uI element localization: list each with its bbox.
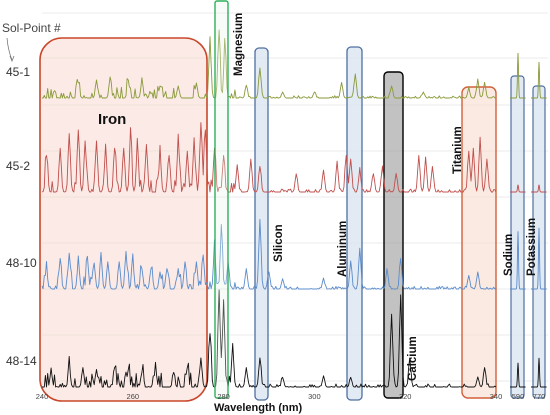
y-axis-label: Sol-Point # bbox=[2, 21, 61, 35]
x-axis-label: Wavelength (nm) bbox=[214, 402, 303, 414]
series-inset-line-45-2 bbox=[510, 184, 526, 193]
x-tick-label: 300 bbox=[308, 392, 321, 401]
titanium-region-box bbox=[461, 86, 497, 399]
sodium-label: Sodium bbox=[503, 234, 515, 276]
x-tick-label: 340 bbox=[490, 392, 503, 401]
x-tick-label: 280 bbox=[217, 392, 230, 401]
iron-label: Iron bbox=[98, 111, 126, 128]
y-axis-arrowhead bbox=[9, 55, 15, 63]
magnesium-label: Magnesium bbox=[233, 13, 245, 76]
highlight-boxes bbox=[39, 37, 546, 402]
series-line-48-10 bbox=[41, 218, 497, 290]
potassium-label: Potassium bbox=[526, 218, 538, 276]
series-line-48-14 bbox=[42, 289, 497, 388]
magnesium-region-box bbox=[214, 0, 229, 399]
titanium-label: Titanium bbox=[452, 126, 464, 174]
series-inset-line-45-1 bbox=[510, 52, 526, 99]
spectrum-traces bbox=[41, 29, 547, 388]
series-line-45-1 bbox=[42, 29, 496, 99]
series-inset-line-45-1 bbox=[531, 61, 547, 99]
series-inset-line-48-10 bbox=[510, 231, 526, 290]
x-tick-label: 590 bbox=[512, 392, 525, 401]
row-labels: 45-1 45-2 48-10 48-14 bbox=[6, 65, 37, 368]
aluminum-label: Aluminum bbox=[337, 221, 349, 277]
silicon-label: Silicon bbox=[273, 224, 285, 262]
series-inset-line-48-14 bbox=[531, 357, 547, 388]
x-tick-labels: 240 260 280 300 320 340 590 770 bbox=[36, 392, 546, 401]
series-inset-line-48-10 bbox=[531, 227, 547, 290]
y-axis-arrow bbox=[6, 37, 13, 61]
row-label-45-2: 45-2 bbox=[6, 159, 30, 173]
aluminum-region-box bbox=[346, 46, 363, 401]
series-line-45-2 bbox=[41, 122, 497, 193]
iron-region-box bbox=[39, 37, 208, 402]
x-tick-label: 770 bbox=[533, 392, 546, 401]
row-label-48-10: 48-10 bbox=[6, 256, 37, 270]
series-inset-line-48-14 bbox=[510, 362, 526, 388]
x-tick-label: 260 bbox=[127, 392, 140, 401]
x-tick-label: 240 bbox=[36, 392, 49, 401]
calcium-label: Calcium bbox=[407, 336, 419, 381]
x-tick-label: 320 bbox=[399, 392, 412, 401]
series-inset-line-45-2 bbox=[531, 184, 547, 193]
silicon-region-box bbox=[254, 47, 269, 401]
calcium-region-box bbox=[383, 71, 404, 399]
row-label-48-14: 48-14 bbox=[6, 354, 37, 368]
row-label-45-1: 45-1 bbox=[6, 65, 30, 79]
